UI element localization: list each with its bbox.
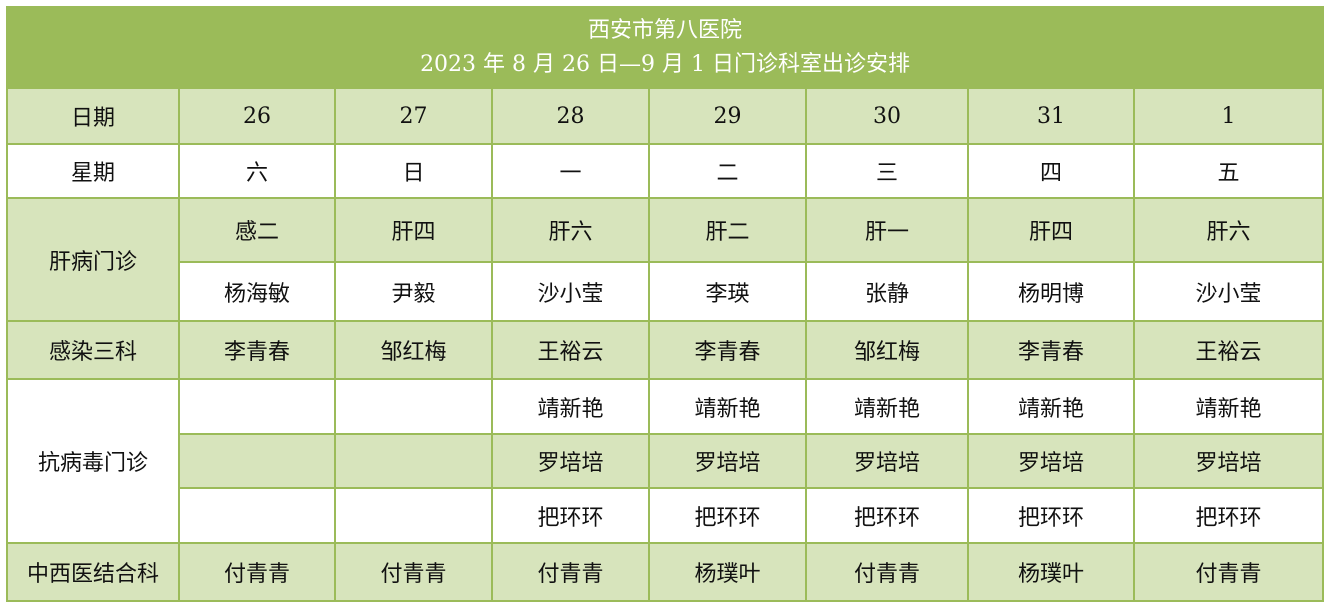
antiviral-cell: 靖新艳 [967,378,1135,435]
antiviral-cell: 罗培培 [805,433,969,489]
table-title: 西安市第八医院 2023 年 8 月 26 日—9 月 1 日门诊科室出诊安排 [5,6,1325,89]
weekday-cell: 二 [648,143,807,199]
infection3-cell: 王裕云 [1132,320,1325,380]
integrative-cell: 付青青 [178,542,336,602]
liver-room-cell: 肝四 [967,197,1135,263]
weekday-cell: 四 [967,143,1135,199]
date-cell: 31 [967,87,1135,145]
liver-doctor-cell: 张静 [805,261,969,322]
integrative-cell: 付青青 [805,542,969,602]
antiviral-cell [178,487,336,544]
liver-room-cell: 肝一 [805,197,969,263]
date-cell: 28 [491,87,650,145]
date-cell: 29 [648,87,807,145]
liver-room-cell: 肝四 [334,197,493,263]
antiviral-row-2: 罗培培 罗培培 罗培培 罗培培 罗培培 [7,433,1325,489]
infection3-cell: 李青春 [648,320,807,380]
antiviral-cell: 把环环 [805,487,969,544]
antiviral-cell [334,487,493,544]
antiviral-cell: 靖新艳 [648,378,807,435]
antiviral-cell: 靖新艳 [491,378,650,435]
infection3-cell: 王裕云 [491,320,650,380]
integrative-cell: 付青青 [491,542,650,602]
schedule-title: 2023 年 8 月 26 日—9 月 1 日门诊科室出诊安排 [420,51,910,77]
integrative-cell: 付青青 [1132,542,1325,602]
row-label-date: 日期 [6,87,180,145]
liver-room-cell: 肝六 [1132,197,1325,263]
antiviral-cell: 把环环 [491,487,650,544]
date-cell: 26 [178,87,336,145]
antiviral-cell [334,433,493,489]
liver-room-cell: 肝六 [491,197,650,263]
antiviral-cell: 把环环 [648,487,807,544]
infection3-cell: 李青春 [967,320,1135,380]
antiviral-cell [334,378,493,435]
liver-doctor-cell: 沙小莹 [1132,261,1325,322]
weekday-cell: 日 [334,143,493,199]
liver-room-cell: 感二 [178,197,336,263]
integrative-row: 中西医结合科 付青青 付青青 付青青 杨璞叶 付青青 杨璞叶 付青青 [6,542,1325,602]
row-label-liver: 肝病门诊 [6,197,180,322]
antiviral-cell [178,433,336,489]
liver-doctor-row: 杨海敏 尹毅 沙小莹 李瑛 张静 杨明博 沙小莹 [7,261,1325,322]
row-label-integrative: 中西医结合科 [6,542,180,602]
date-cell: 30 [805,87,969,145]
liver-room-cell: 肝二 [648,197,807,263]
liver-doctor-cell: 尹毅 [334,261,493,322]
liver-doctor-cell: 杨海敏 [178,261,336,322]
liver-doctor-cell: 沙小莹 [491,261,650,322]
liver-doctor-cell: 李瑛 [648,261,807,322]
date-cell: 1 [1132,87,1325,145]
infection3-cell: 邹红梅 [334,320,493,380]
antiviral-cell: 靖新艳 [1132,378,1325,435]
infection3-cell: 李青春 [178,320,336,380]
weekday-cell: 一 [491,143,650,199]
row-label-weekday: 星期 [6,143,180,199]
weekday-row: 星期 六 日 一 二 三 四 五 [6,143,1325,199]
antiviral-cell [178,378,336,435]
antiviral-row-1: 抗病毒门诊 靖新艳 靖新艳 靖新艳 靖新艳 靖新艳 [6,378,1325,544]
antiviral-row-3: 把环环 把环环 把环环 把环环 把环环 [7,487,1325,544]
integrative-cell: 杨璞叶 [648,542,807,602]
antiviral-cell: 罗培培 [1132,433,1325,489]
date-cell: 27 [334,87,493,145]
antiviral-cell: 把环环 [967,487,1135,544]
weekday-cell: 六 [178,143,336,199]
liver-doctor-cell: 杨明博 [967,261,1135,322]
antiviral-cell: 靖新艳 [805,378,969,435]
hospital-name: 西安市第八医院 [588,17,743,43]
schedule-table: 西安市第八医院 2023 年 8 月 26 日—9 月 1 日门诊科室出诊安排 … [5,6,1325,602]
row-label-antiviral: 抗病毒门诊 [6,378,180,544]
infection3-row: 感染三科 李青春 邹红梅 王裕云 李青春 邹红梅 李青春 王裕云 [6,320,1325,380]
integrative-cell: 杨璞叶 [967,542,1135,602]
infection3-cell: 邹红梅 [805,320,969,380]
liver-room-row: 肝病门诊 感二 肝四 肝六 肝二 肝一 肝四 肝六 [6,197,1325,322]
weekday-cell: 三 [805,143,969,199]
antiviral-cell: 把环环 [1132,487,1325,544]
weekday-cell: 五 [1132,143,1325,199]
antiviral-cell: 罗培培 [967,433,1135,489]
antiviral-cell: 罗培培 [491,433,650,489]
integrative-cell: 付青青 [334,542,493,602]
antiviral-cell: 罗培培 [648,433,807,489]
row-label-infection3: 感染三科 [6,320,180,380]
date-row: 日期 26 27 28 29 30 31 1 [6,87,1325,145]
